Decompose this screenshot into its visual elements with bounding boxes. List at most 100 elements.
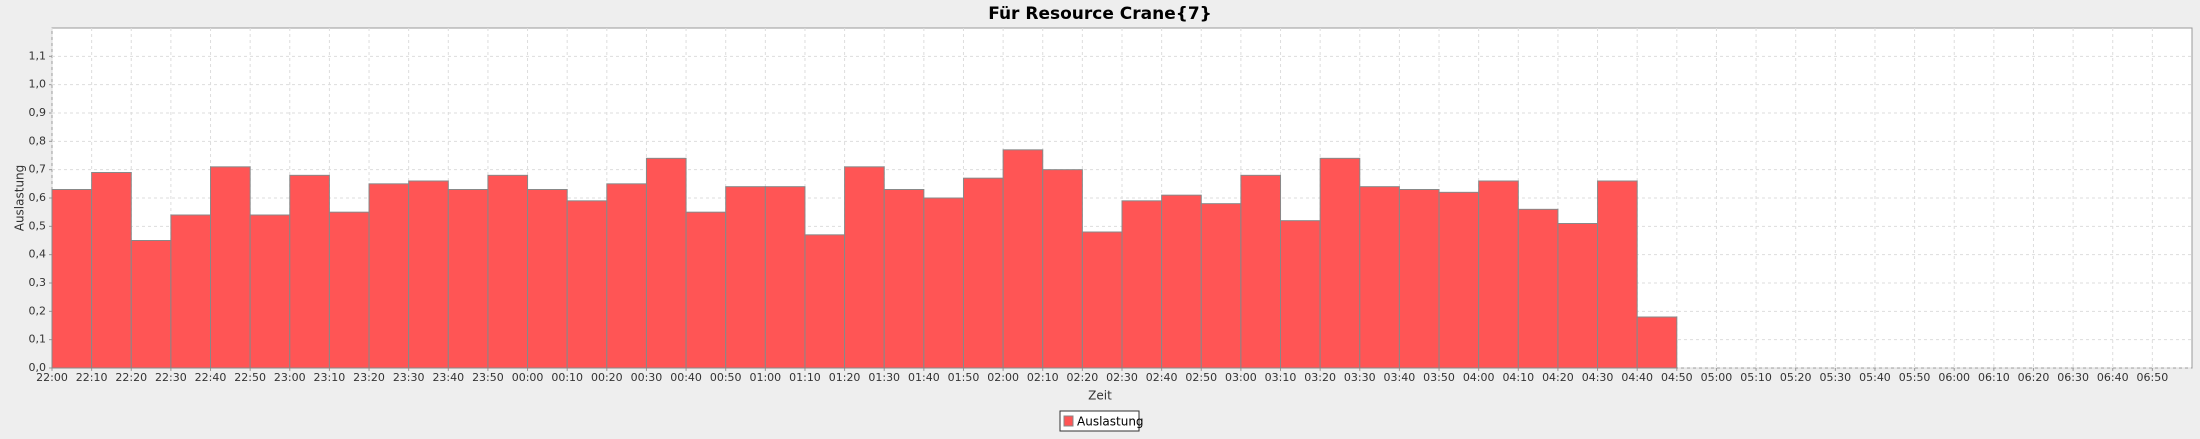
y-tick-label: 0,6	[29, 191, 47, 204]
bar	[1200, 203, 1242, 369]
x-tick-label: 01:40	[908, 371, 940, 384]
bar	[1240, 174, 1282, 369]
x-tick-label: 22:50	[234, 371, 266, 384]
x-tick-label: 03:40	[1384, 371, 1416, 384]
x-tick-label: 01:10	[789, 371, 821, 384]
y-tick-label: 0,1	[29, 333, 47, 346]
bar	[51, 189, 93, 369]
bar	[447, 189, 489, 369]
x-tick-label: 05:00	[1701, 371, 1733, 384]
bar	[1438, 191, 1480, 369]
x-tick-label: 05:50	[1899, 371, 1931, 384]
x-tick-label: 06:00	[1938, 371, 1970, 384]
bar	[249, 214, 291, 369]
x-tick-label: 04:30	[1582, 371, 1614, 384]
x-tick-label: 02:10	[1027, 371, 1059, 384]
y-tick-label: 0,8	[29, 134, 47, 147]
x-tick-label: 00:30	[631, 371, 663, 384]
y-tick-label: 0,4	[29, 248, 47, 261]
x-tick-label: 00:00	[512, 371, 544, 384]
bar	[1478, 180, 1519, 369]
legend	[1059, 410, 1140, 432]
y-tick-label: 0,0	[29, 361, 47, 374]
bar	[1319, 157, 1361, 369]
bar	[91, 172, 132, 369]
x-tick-label: 06:50	[2137, 371, 2169, 384]
x-tick-label: 06:10	[1978, 371, 2010, 384]
y-tick-label: 1,1	[29, 49, 47, 62]
x-tick-label: 23:10	[314, 371, 346, 384]
x-tick-label: 02:20	[1067, 371, 1099, 384]
x-tick-label: 22:10	[76, 371, 108, 384]
x-tick-label: 04:20	[1542, 371, 1574, 384]
x-tick-label: 01:20	[829, 371, 861, 384]
x-tick-label: 01:30	[868, 371, 900, 384]
legend-label: Auslastung	[1077, 415, 1144, 429]
x-tick-label: 04:40	[1621, 371, 1653, 384]
y-tick-label: 0,5	[29, 219, 47, 232]
x-tick-label: 23:00	[274, 371, 306, 384]
legend-swatch	[1063, 415, 1074, 427]
x-tick-label: 05:20	[1780, 371, 1812, 384]
bar	[883, 189, 925, 369]
bar	[1161, 194, 1202, 369]
x-tick-label: 22:30	[155, 371, 187, 384]
x-tick-label: 01:50	[948, 371, 980, 384]
bar	[130, 240, 172, 369]
bar	[487, 174, 529, 369]
bar	[368, 183, 410, 369]
x-tick-label: 03:30	[1344, 371, 1376, 384]
bar	[1557, 223, 1599, 369]
x-tick-label: 03:10	[1265, 371, 1297, 384]
x-tick-label: 23:40	[432, 371, 464, 384]
x-tick-label: 06:30	[2057, 371, 2089, 384]
bar	[606, 183, 647, 369]
y-tick-label: 0,2	[29, 304, 47, 317]
x-tick-label: 06:20	[2018, 371, 2050, 384]
bar	[1398, 189, 1440, 369]
bar	[923, 197, 964, 369]
x-tick-label: 00:50	[710, 371, 742, 384]
x-tick-label: 00:40	[670, 371, 702, 384]
x-tick-label: 05:40	[1859, 371, 1891, 384]
bar	[328, 211, 370, 369]
bar	[1121, 200, 1163, 369]
x-tick-label: 22:20	[115, 371, 147, 384]
bar	[566, 200, 608, 369]
x-tick-label: 02:50	[1185, 371, 1217, 384]
x-tick-label: 00:10	[551, 371, 583, 384]
x-tick-label: 01:00	[749, 371, 781, 384]
bar	[685, 211, 727, 369]
x-tick-label: 06:40	[2097, 371, 2129, 384]
x-tick-label: 03:50	[1423, 371, 1455, 384]
bar	[1280, 220, 1321, 369]
y-tick-label: 0,9	[29, 106, 47, 119]
bar	[170, 214, 212, 369]
bar	[210, 166, 251, 369]
bar	[289, 174, 330, 369]
x-tick-label: 05:10	[1740, 371, 1772, 384]
x-tick-label: 04:50	[1661, 371, 1693, 384]
x-tick-label: 02:00	[987, 371, 1019, 384]
x-tick-label: 23:20	[353, 371, 385, 384]
x-tick-label: 23:50	[472, 371, 504, 384]
x-tick-label: 22:00	[36, 371, 68, 384]
bar	[764, 186, 806, 369]
x-tick-label: 00:20	[591, 371, 623, 384]
y-tick-label: 0,3	[29, 276, 47, 289]
x-tick-label: 02:40	[1146, 371, 1178, 384]
bar	[645, 157, 687, 369]
bar	[1359, 186, 1400, 369]
chart-title: Für Resource Crane{7}	[988, 4, 1212, 24]
x-tick-label: 05:30	[1819, 371, 1851, 384]
bar	[725, 186, 766, 369]
x-tick-label: 02:30	[1106, 371, 1138, 384]
x-tick-label: 04:00	[1463, 371, 1495, 384]
y-tick-label: 1,0	[29, 78, 47, 91]
bar	[1081, 231, 1123, 369]
bar	[1042, 169, 1083, 369]
y-axis-label: Auslastung	[13, 165, 27, 232]
bar	[527, 189, 568, 369]
bar	[804, 234, 846, 369]
